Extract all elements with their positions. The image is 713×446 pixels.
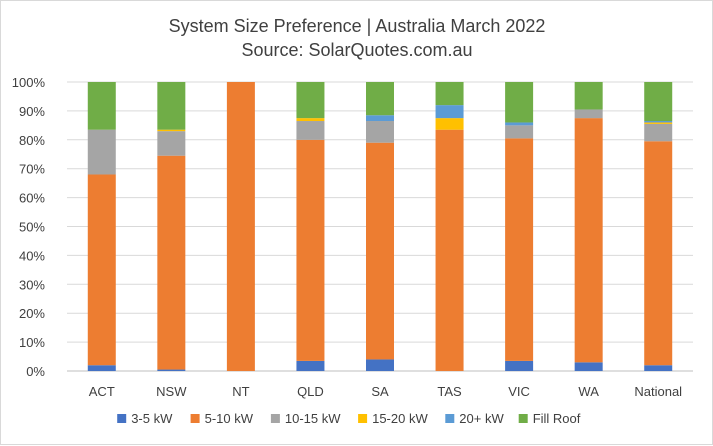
y-tick-label: 60% — [19, 191, 45, 206]
x-tick-label: NSW — [156, 384, 187, 399]
legend-swatch — [190, 414, 200, 423]
bar-segment — [505, 125, 534, 139]
legend: 3-5 kW 5-10 kW 10-15 kW 15-20 kW 20+ kW Fill … — [117, 411, 581, 426]
legend-label: Fill Roof — [533, 411, 581, 426]
legend-label: 3-5 kW — [131, 411, 173, 426]
y-tick-label: 90% — [19, 104, 45, 119]
bar-segment — [157, 82, 186, 130]
bar-segment — [366, 121, 394, 143]
bar-segment — [87, 174, 116, 366]
bar-segment — [644, 82, 673, 122]
bar-segment — [366, 142, 394, 360]
bar-segment — [296, 82, 325, 119]
chart-subtitle: Source: SolarQuotes.com.au — [241, 40, 472, 60]
legend-label: 15-20 kW — [372, 411, 428, 426]
legend-label: 10-15 kW — [285, 411, 341, 426]
x-tick-label: WA — [578, 384, 599, 399]
legend-swatch — [117, 414, 127, 423]
bar-segment — [226, 82, 255, 371]
bar-segment — [435, 129, 464, 371]
bar-segment — [157, 129, 186, 132]
y-tick-label: 40% — [19, 248, 45, 263]
bar-segment — [296, 360, 325, 371]
legend-swatch — [270, 414, 280, 423]
bar-segment — [644, 123, 673, 142]
bar-segment — [574, 362, 603, 371]
bar-segment — [366, 115, 394, 122]
x-tick-label: SA — [371, 384, 389, 399]
y-tick-label: 80% — [19, 133, 45, 148]
bar-segment — [296, 118, 325, 122]
y-tick-label: 100% — [12, 75, 46, 90]
y-tick-label: 0% — [26, 364, 45, 379]
x-tick-label: QLD — [297, 384, 324, 399]
bar-segment — [87, 365, 116, 371]
bar-segment — [574, 109, 603, 119]
x-tick-label: VIC — [508, 384, 530, 399]
bar-segment — [644, 365, 673, 371]
y-axis: 0% 10% 20% 30% 40% 50% 60% 70% 80% 90% 100% — [12, 75, 46, 379]
bar-segment — [574, 118, 603, 363]
x-axis: ACT NSW NT QLD SA TAS VIC WA National — [89, 384, 682, 399]
bar-segment — [505, 122, 534, 126]
y-tick-label: 20% — [19, 306, 45, 321]
bar-segment — [574, 82, 603, 110]
x-tick-label: NT — [232, 384, 249, 399]
bar-segment — [157, 155, 186, 370]
bar-segment — [505, 360, 534, 371]
bar-segment — [296, 139, 325, 361]
x-tick-label: National — [634, 384, 682, 399]
bar-segment — [366, 82, 394, 116]
x-tick-label: ACT — [89, 384, 115, 399]
bar-segment — [87, 82, 116, 130]
y-tick-label: 30% — [19, 277, 45, 292]
bar-segment — [435, 118, 464, 130]
bar-segment — [435, 105, 464, 119]
bar-segment — [157, 131, 186, 156]
bar-segment — [644, 122, 673, 124]
bar-segment — [644, 121, 673, 123]
y-tick-label: 10% — [19, 335, 45, 350]
bar-segment — [87, 129, 116, 175]
bar-segment — [505, 138, 534, 361]
legend-label: 20+ kW — [459, 411, 504, 426]
legend-swatch — [358, 414, 368, 423]
legend-swatch — [518, 414, 528, 423]
legend-swatch — [445, 414, 455, 423]
y-tick-label: 70% — [19, 162, 45, 177]
bar-segment — [157, 369, 186, 371]
bar-segment — [435, 82, 464, 106]
bars — [87, 82, 673, 371]
legend-label: 5-10 kW — [205, 411, 254, 426]
bar-segment — [505, 82, 534, 123]
bar-segment — [644, 141, 673, 366]
x-tick-label: TAS — [437, 384, 462, 399]
chart-title: System Size Preference | Australia March… — [169, 16, 546, 36]
y-tick-label: 50% — [19, 220, 45, 235]
bar-segment — [366, 359, 394, 371]
bar-segment — [296, 121, 325, 140]
